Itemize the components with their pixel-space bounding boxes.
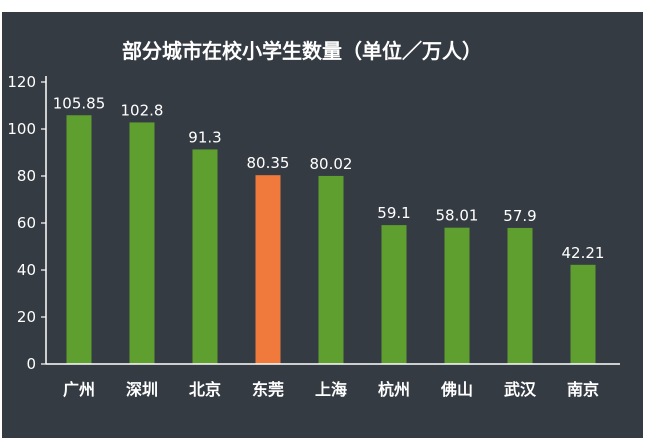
y-tick-label: 20: [17, 308, 36, 326]
bar-value-label: 80.02: [310, 155, 353, 173]
bar-value-label: 57.9: [503, 207, 536, 225]
bars-group: [66, 115, 596, 364]
bar-value-label: 80.35: [247, 154, 290, 172]
x-category-label: 东莞: [252, 380, 284, 399]
bar-value-label: 105.85: [53, 94, 106, 112]
y-ticks-group: 0 20 40 60 80 100 120: [7, 73, 46, 373]
y-tick-label: 60: [17, 214, 36, 232]
chart-title: 部分城市在校小学生数量（单位／万人）: [122, 39, 482, 63]
x-category-label: 上海: [315, 380, 347, 399]
y-tick-label: 80: [17, 167, 36, 185]
y-tick-label: 120: [7, 73, 36, 91]
axes-group: [45, 76, 620, 365]
bar-value-label: 91.3: [188, 128, 221, 146]
x-categories-group: 广州 深圳 北京 东莞 上海 杭州 佛山 武汉 南京: [63, 380, 599, 399]
chart-panel: 部分城市在校小学生数量（单位／万人） 105.85 102.8 91.3 80.35 8…: [2, 12, 643, 438]
y-tick-label: 100: [7, 120, 36, 138]
bar: [507, 227, 533, 364]
y-tick-label: 40: [17, 261, 36, 279]
x-category-label: 北京: [189, 380, 221, 399]
bar: [192, 149, 218, 364]
x-category-label: 佛山: [440, 380, 473, 399]
bar-value-label: 42.21: [562, 244, 605, 262]
bar-value-label: 59.1: [377, 204, 410, 222]
bar: [255, 175, 281, 364]
bar-value-label: 58.01: [436, 207, 479, 225]
bar-value-label: 102.8: [121, 101, 164, 119]
x-category-label: 武汉: [504, 380, 537, 399]
bar-chart: 部分城市在校小学生数量（单位／万人） 105.85 102.8 91.3 80.35 8…: [7, 39, 620, 399]
bar: [570, 264, 596, 364]
bar: [381, 225, 407, 364]
value-labels-group: 105.85 102.8 91.3 80.35 80.02 59.1 58.01 57.9 42…: [53, 94, 605, 262]
bar: [318, 175, 344, 364]
bar: [129, 122, 155, 364]
x-category-label: 杭州: [378, 380, 410, 399]
bar: [66, 115, 92, 364]
x-category-label: 南京: [567, 380, 599, 399]
y-tick-label: 0: [26, 355, 36, 373]
x-category-label: 广州: [63, 380, 95, 399]
bar: [444, 227, 470, 364]
x-category-label: 深圳: [126, 380, 158, 399]
